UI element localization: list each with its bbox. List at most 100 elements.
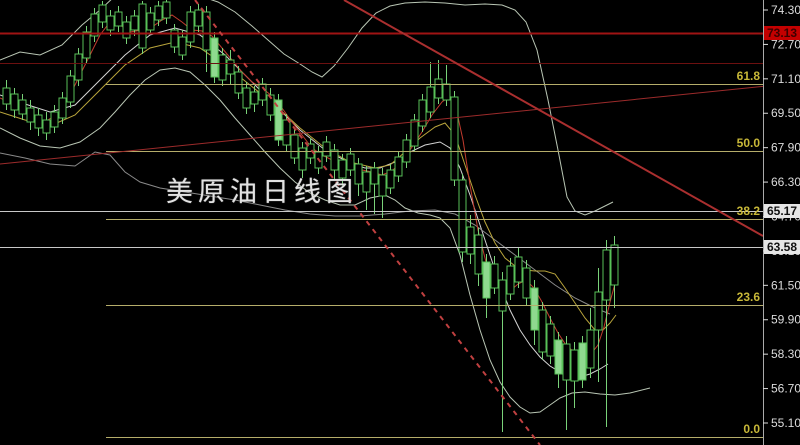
- descending-trendline[interactable]: [343, 0, 763, 237]
- bollinger-lower: [0, 67, 651, 414]
- candle-body: [586, 329, 595, 369]
- candle-body: [130, 15, 139, 31]
- candle-body: [162, 1, 171, 19]
- candle-body: [346, 153, 355, 171]
- price-flag-73.13: 73.13: [767, 26, 797, 40]
- candle-body: [450, 96, 459, 181]
- candle-body: [602, 249, 611, 301]
- candle-body: [442, 83, 451, 101]
- candle-body: [138, 3, 147, 49]
- price-tick-label: 67.90: [771, 141, 800, 155]
- candle-body: [266, 94, 275, 116]
- candle-body: [10, 93, 19, 111]
- candle-body: [330, 149, 339, 171]
- candle-body: [554, 339, 563, 375]
- candle-body: [546, 323, 555, 357]
- candle-body: [26, 107, 35, 123]
- candle-body: [250, 91, 259, 105]
- price-tick-label: 61.50: [771, 278, 800, 292]
- candle-body: [58, 97, 67, 119]
- candle-body: [498, 279, 507, 312]
- price-flag-bg: [764, 240, 800, 254]
- chart-title: 美原油日线图: [166, 177, 358, 208]
- candle-body: [522, 267, 531, 299]
- candle-body: [474, 234, 483, 275]
- candle-body: [418, 99, 427, 127]
- price-flag-bg: [764, 204, 800, 218]
- candle-body: [322, 141, 331, 157]
- candle-body: [466, 226, 475, 255]
- candle-body: [298, 147, 307, 171]
- candle-body: [426, 86, 435, 113]
- candle-body: [378, 174, 387, 197]
- fibonacci-retracement[interactable]: 61.8 50.0 38.2 23.6 0.0: [106, 69, 763, 438]
- candle-body: [234, 71, 243, 94]
- candle-body: [458, 179, 467, 253]
- candle-body: [50, 111, 59, 128]
- candle-body: [34, 114, 43, 129]
- candle-body: [90, 13, 99, 37]
- fib-label-0.0: 0.0: [743, 422, 760, 436]
- candle-body: [530, 287, 539, 331]
- candle-body: [610, 244, 619, 286]
- candle-body: [226, 59, 235, 75]
- candle-body: [578, 342, 587, 381]
- candle-body: [194, 9, 203, 27]
- fib-label-61.8: 61.8: [737, 69, 761, 83]
- candles: [2, 0, 619, 432]
- candle-body: [506, 265, 515, 295]
- candle-body: [362, 171, 371, 193]
- price-flag-bg: [764, 26, 800, 40]
- price-tick-label: 55.10: [771, 416, 800, 430]
- candle-body: [186, 11, 195, 43]
- candle-body: [282, 119, 291, 146]
- candle-body: [2, 87, 11, 105]
- price-flag-63.58: 63.58: [767, 240, 797, 254]
- candle-body: [434, 78, 443, 99]
- price-tick-label: 66.30: [771, 175, 800, 189]
- candle-body: [386, 169, 395, 189]
- candle-body: [562, 343, 571, 381]
- candle-body: [538, 309, 547, 353]
- candle-body: [146, 12, 155, 31]
- candle-body: [98, 4, 107, 23]
- candle-body: [218, 54, 227, 81]
- candle-body: [490, 263, 499, 289]
- candle-body: [170, 29, 179, 48]
- candle-body: [338, 159, 347, 179]
- price-axis[interactable]: 74.3072.7071.1069.5067.9066.3064.7063.10…: [763, 0, 800, 445]
- price-flag-65.17: 65.17: [767, 204, 797, 218]
- price-tick-label: 69.50: [771, 106, 800, 120]
- price-tick-label: 58.30: [771, 347, 800, 361]
- candle-body: [410, 119, 419, 147]
- candle-body: [18, 99, 27, 115]
- candle-body: [202, 11, 211, 51]
- candle-body: [210, 37, 219, 78]
- candle-body: [370, 167, 379, 185]
- candle-body: [66, 75, 75, 103]
- fib-label-23.6: 23.6: [737, 290, 761, 304]
- rising-trendline[interactable]: [0, 85, 767, 165]
- candle-body: [178, 36, 187, 56]
- candle-body: [290, 134, 299, 159]
- candle-body: [514, 256, 523, 283]
- price-tick-label: 74.30: [771, 3, 800, 17]
- candle-body: [242, 87, 251, 109]
- price-tick-label: 71.10: [771, 72, 800, 86]
- steep-dashed-trendline[interactable]: [194, 0, 541, 445]
- ma-yellow: [0, 41, 617, 331]
- plot-area[interactable]: 61.8 50.0 38.2 23.6 0.0: [0, 0, 767, 445]
- candle-body: [258, 83, 267, 101]
- price-tick-label: 56.70: [771, 382, 800, 396]
- price-tick-label: 72.70: [771, 37, 800, 51]
- candle-body: [74, 53, 83, 81]
- candle-body: [122, 21, 131, 39]
- candle-body: [82, 31, 91, 59]
- fib-label-50.0: 50.0: [737, 136, 761, 150]
- candle-body: [394, 156, 403, 177]
- candle-body: [106, 15, 115, 31]
- candle-body: [154, 5, 163, 21]
- candle-body: [114, 11, 123, 27]
